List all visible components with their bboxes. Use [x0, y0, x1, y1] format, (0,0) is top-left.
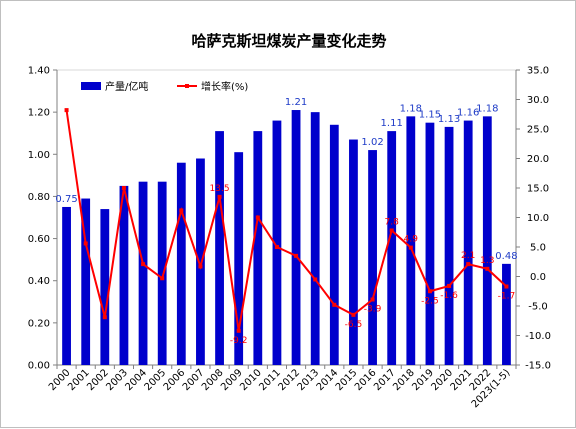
y-left-tick-label: 1.00 [28, 150, 50, 161]
growth-point-2023(1-5) [504, 284, 509, 289]
bar-2005 [157, 181, 167, 365]
bar-data-label: 1.21 [285, 97, 307, 108]
bar-2003 [119, 185, 129, 365]
growth-point-2008 [217, 194, 222, 199]
legend-bar-swatch [81, 82, 101, 90]
growth-point-2020 [447, 283, 452, 288]
y-right-tick-label: 25.0 [527, 125, 549, 136]
growth-point-2004 [141, 262, 146, 267]
growth-rate-line [65, 109, 508, 331]
y-right-tick-label: -15.0 [525, 361, 551, 372]
y-left-tick-label: 0.00 [28, 361, 50, 372]
y-left-tick-label: 0.60 [28, 234, 50, 245]
bar-2019 [425, 122, 435, 365]
bar-data-label: 1.15 [419, 110, 441, 121]
bar-2022 [482, 116, 492, 365]
bar-2012 [291, 110, 301, 366]
bar-2020 [444, 126, 454, 366]
growth-point-2006 [179, 208, 184, 213]
growth-point-2016 [370, 297, 375, 302]
growth-point-2018 [408, 245, 413, 250]
line-data-label: -1.7 [498, 292, 516, 302]
bar-2009 [234, 152, 244, 365]
bar-data-label: 1.18 [476, 103, 498, 114]
growth-point-2003 [121, 186, 126, 190]
line-data-label: -1.6 [440, 291, 458, 301]
bar-2002 [100, 209, 110, 365]
bar-2010 [253, 131, 263, 365]
bar-data-label: 0.48 [495, 251, 517, 262]
line-data-label: 4.9 [404, 235, 419, 245]
bar-2013 [310, 112, 320, 366]
bar-data-label: 1.02 [361, 137, 383, 148]
bar-2017 [387, 131, 397, 365]
bar-data-label: 1.13 [438, 114, 460, 125]
line-data-label: 1.3 [480, 256, 494, 266]
bar-2001 [81, 198, 91, 365]
line-data-label: -3.9 [364, 305, 382, 315]
bar-2008 [215, 131, 224, 365]
bar-2015 [349, 139, 358, 365]
growth-point-2013 [313, 277, 318, 282]
y-left-tick-label: 0.40 [28, 276, 50, 287]
bar-2000 [62, 206, 71, 365]
bar-data-label: 1.16 [457, 108, 479, 119]
y-right-tick-label: 5.0 [530, 243, 546, 254]
legend-line-marker [185, 84, 189, 88]
y-right-tick-label: 20.0 [527, 154, 549, 165]
growth-point-2021 [466, 262, 471, 267]
growth-point-2009 [236, 328, 241, 333]
growth-point-2005 [160, 276, 165, 281]
growth-point-2012 [294, 253, 299, 258]
bar-2006 [176, 162, 186, 365]
growth-point-2002 [102, 315, 107, 320]
growth-point-2019 [427, 289, 432, 294]
bar-2014 [329, 124, 339, 366]
growth-point-2011 [274, 245, 279, 249]
legend-line-label: 增长率(%) [201, 80, 248, 93]
growth-point-2001 [83, 241, 88, 246]
y-left-tick-label: 0.80 [28, 192, 50, 203]
bar-data-label: 1.18 [400, 103, 422, 114]
y-right-tick-label: 35.0 [527, 66, 549, 77]
y-right-tick-label: -5.0 [528, 302, 548, 313]
y-right-tick-label: 15.0 [527, 184, 549, 195]
growth-point-2015 [351, 312, 356, 317]
bar-2007 [196, 158, 205, 365]
line-data-label: 7.8 [385, 217, 400, 227]
y-left-tick-label: 1.40 [28, 66, 50, 77]
line-data-label: -2.5 [421, 296, 439, 306]
growth-point-2022 [485, 266, 490, 271]
bar-2011 [272, 120, 282, 365]
y-right-tick-label: 10.0 [527, 213, 549, 224]
y-left-tick-label: 0.20 [28, 318, 50, 329]
bar-data-label: 1.11 [381, 118, 403, 129]
growth-point-2000 [64, 108, 69, 113]
y-left-tick-label: 1.20 [28, 108, 50, 119]
line-data-label: 13.5 [210, 184, 230, 194]
bar-2004 [138, 181, 148, 365]
chart-title: 哈萨克斯坦煤炭产量变化走势 [191, 32, 386, 50]
bar-data-label: 0.75 [55, 194, 77, 205]
line-data-label: 2.1 [461, 251, 475, 261]
y-right-tick-label: 30.0 [527, 95, 549, 106]
legend-bar-label: 产量/亿吨 [105, 80, 148, 93]
y-right-tick-label: 0.0 [530, 272, 546, 283]
bar-2016 [368, 150, 377, 365]
line-data-label: -6.5 [345, 320, 363, 330]
bar-2021 [463, 120, 473, 365]
growth-point-2014 [332, 302, 337, 307]
growth-point-2010 [255, 215, 260, 220]
growth-point-2017 [389, 228, 394, 233]
bar-2018 [406, 116, 416, 365]
y-right-tick-label: -10.0 [525, 331, 551, 342]
bar-2023(1-5) [502, 263, 511, 365]
line-data-label: -9.2 [230, 336, 248, 346]
growth-point-2007 [198, 264, 203, 269]
